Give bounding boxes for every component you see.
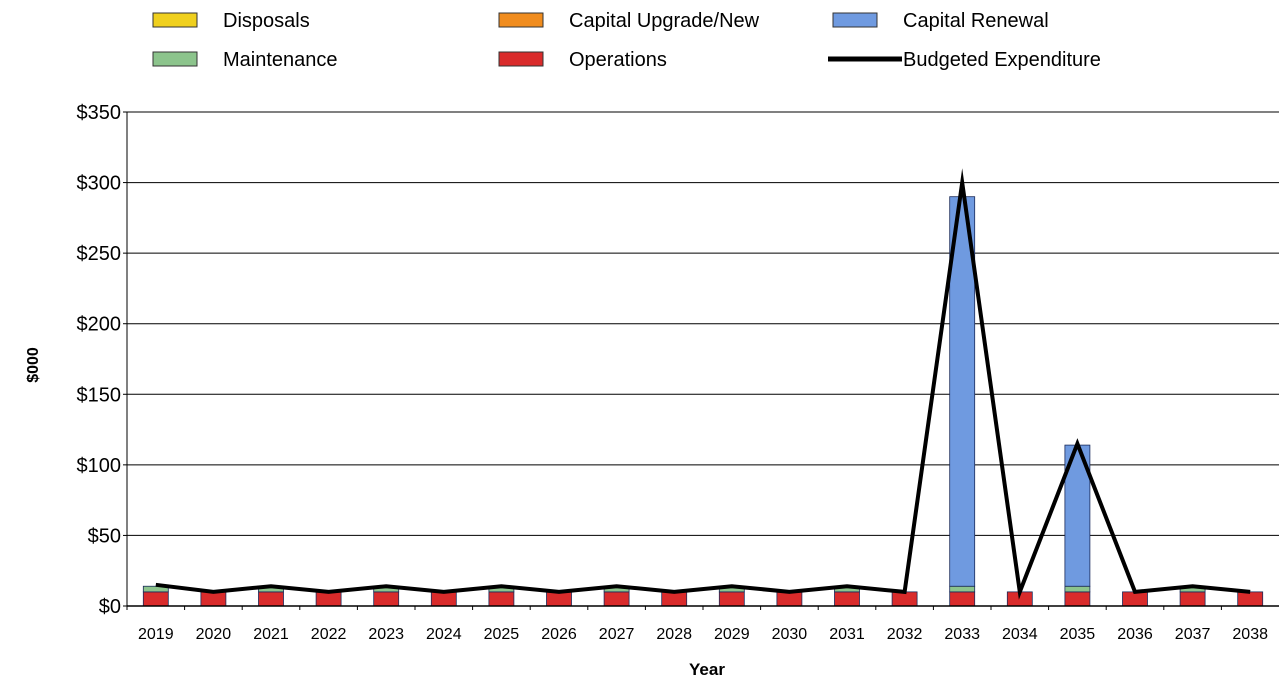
legend-label-capital-renewal: Capital Renewal (903, 10, 1049, 32)
bar-operations (1237, 591, 1264, 607)
bar-operations (661, 591, 688, 607)
y-tick-label: $150 (77, 384, 122, 406)
legend-swatch-capital-renewal (832, 12, 878, 28)
y-tick-label: $100 (77, 455, 122, 477)
x-tick-label: 2036 (1117, 626, 1153, 643)
bar-operations (776, 591, 803, 607)
bar-operations (949, 591, 976, 607)
legend-label-budgeted-expenditure: Budgeted Expenditure (903, 49, 1101, 71)
bar-operations (718, 591, 745, 607)
x-tick-label: 2037 (1175, 626, 1211, 643)
bar-maintenance (949, 585, 976, 593)
bar-operations (1064, 591, 1091, 607)
x-tick-label: 2020 (196, 626, 232, 643)
legend-swatch-disposals (152, 12, 198, 28)
legend: Disposals Capital Upgrade/New Capital Rene… (152, 10, 1101, 71)
x-tick-label: 2021 (253, 626, 289, 643)
bar-maintenance (1064, 585, 1091, 593)
x-tick-label: 2032 (887, 626, 923, 643)
legend-label-capital-upgrade-new: Capital Upgrade/New (569, 10, 760, 32)
bar-operations (315, 591, 342, 607)
budget-line (155, 168, 1251, 600)
gridlines (127, 111, 1279, 536)
bar-operations (834, 591, 860, 607)
bar-capital-renewal (949, 196, 976, 587)
y-tick-label: $350 (77, 102, 122, 124)
x-axis-label: Year (689, 660, 725, 679)
legend-swatch-operations (498, 51, 544, 67)
y-tick-label: $0 (99, 596, 121, 618)
y-tick-label: $50 (88, 525, 121, 547)
axis-labels: $000 Year (25, 347, 725, 679)
x-tick-label: 2024 (426, 626, 462, 643)
bar-operations (373, 591, 400, 607)
x-tick-label: 2019 (138, 626, 174, 643)
y-tick-label: $300 (77, 173, 122, 195)
x-tick-label: 2034 (1002, 626, 1038, 643)
bar-operations (258, 591, 284, 607)
x-tick-label: 2033 (944, 626, 980, 643)
bar-operations (1179, 591, 1206, 607)
x-tick-label: 2022 (311, 626, 347, 643)
x-tick-label: 2027 (599, 626, 635, 643)
legend-label-disposals: Disposals (223, 10, 310, 32)
bar-operations (430, 591, 457, 607)
x-tick-label: 2029 (714, 626, 750, 643)
legend-swatch-capital-upgrade-new (498, 12, 544, 28)
bar-operations (603, 591, 630, 607)
y-tick-label: $250 (77, 243, 122, 265)
legend-label-maintenance: Maintenance (223, 49, 338, 71)
bars (142, 196, 1264, 607)
bar-operations (1122, 591, 1148, 607)
axes: $0 $50 $100 $150 $200 $250 $300 $350 2019 2020 202… (77, 102, 1279, 643)
bar-operations (142, 591, 169, 607)
x-tick-label: 2038 (1232, 626, 1268, 643)
bar-operations (200, 591, 227, 607)
x-tick-label: 2031 (829, 626, 865, 643)
bar-operations (891, 591, 918, 607)
x-tick-label: 2030 (772, 626, 808, 643)
x-tick-label: 2028 (656, 626, 692, 643)
budgeted-expenditure-line (155, 168, 1251, 600)
x-tick-label: 2026 (541, 626, 577, 643)
legend-swatch-maintenance (152, 51, 198, 67)
bar-operations (488, 591, 515, 607)
y-axis-label: $000 (25, 347, 42, 383)
x-tick-label: 2035 (1060, 626, 1096, 643)
bar-operations (546, 591, 572, 607)
y-tick-label: $200 (77, 314, 122, 336)
legend-label-operations: Operations (569, 49, 667, 71)
x-tick-label: 2025 (484, 626, 520, 643)
x-tick-label: 2023 (368, 626, 404, 643)
